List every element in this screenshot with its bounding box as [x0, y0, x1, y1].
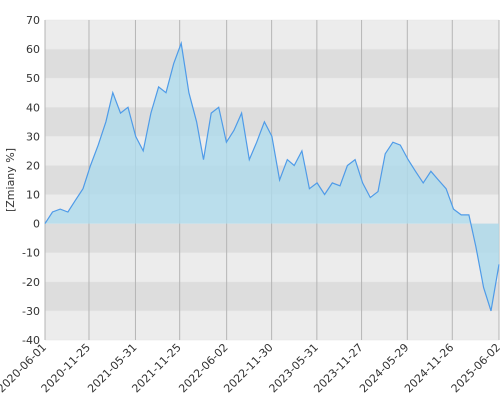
x-tick-label: 2025-06-02 [449, 341, 500, 395]
y-tick-label: -10 [22, 247, 40, 260]
y-tick-label: 20 [26, 159, 40, 172]
y-tick-label: -30 [22, 305, 40, 318]
y-tick-label: -40 [22, 334, 40, 347]
y-tick-label: 0 [33, 218, 40, 231]
y-tick-label: 30 [26, 130, 40, 143]
y-tick-label: 10 [26, 189, 40, 202]
area [45, 43, 499, 311]
y-tick-label: -20 [22, 276, 40, 289]
y-tick-label: 70 [26, 14, 40, 27]
y-tick-label: 40 [26, 101, 40, 114]
y-tick-label: 50 [26, 72, 40, 85]
y-axis-label: [Zmiany %] [4, 148, 17, 212]
line [44, 40, 500, 312]
y-tick-label: 60 [26, 43, 40, 56]
